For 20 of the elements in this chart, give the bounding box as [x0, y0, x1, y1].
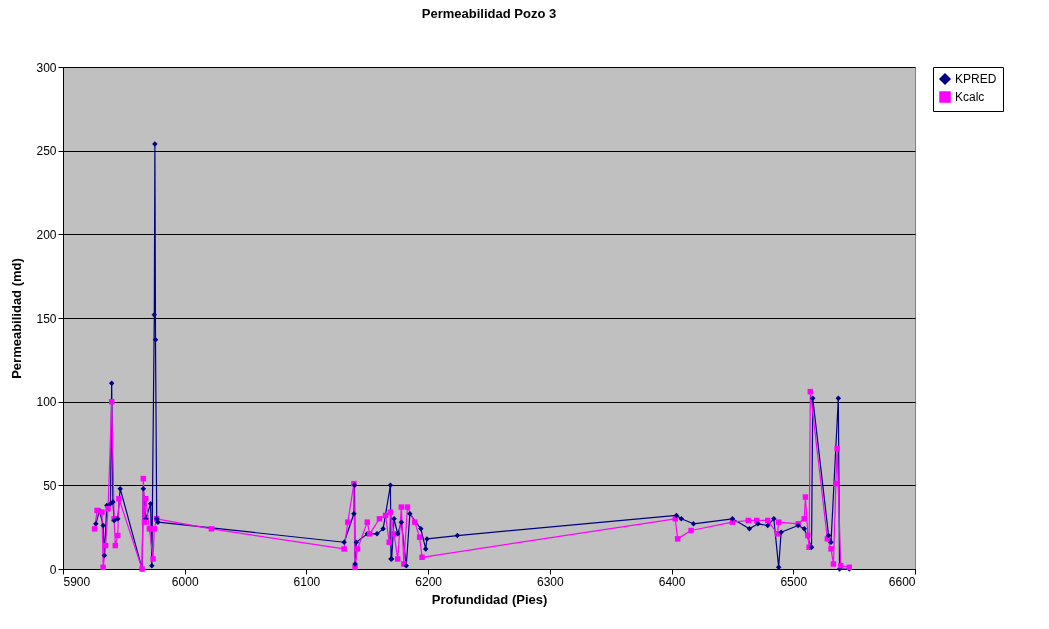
x-tick-label: 6500: [780, 574, 808, 589]
y-axis-title: Permeabilidad (md): [9, 258, 25, 379]
x-tick-label: 6200: [415, 574, 443, 589]
x-tick-label: 6300: [537, 574, 565, 589]
x-axis-title: Profundidad (Pies): [431, 591, 548, 607]
y-tick-label: 150: [36, 311, 57, 326]
chart-title: Permeabilidad Pozo 3: [421, 6, 557, 21]
y-tick-label: 200: [36, 227, 57, 242]
x-tick-label: 5900: [63, 574, 91, 589]
legend-label: KPRED: [955, 72, 997, 86]
y-tick-label: 250: [36, 144, 57, 159]
x-tick-label: 6400: [658, 574, 686, 589]
legend-label: Kcalc: [955, 90, 985, 104]
x-tick-label: 6100: [293, 574, 321, 589]
y-tick-label: 0: [49, 562, 57, 577]
x-tick-label: 6000: [171, 574, 199, 589]
y-tick-label: 300: [36, 60, 57, 75]
y-tick-label: 100: [36, 395, 57, 410]
x-tick-label: 6600: [888, 574, 916, 589]
y-tick-label: 50: [43, 478, 57, 493]
